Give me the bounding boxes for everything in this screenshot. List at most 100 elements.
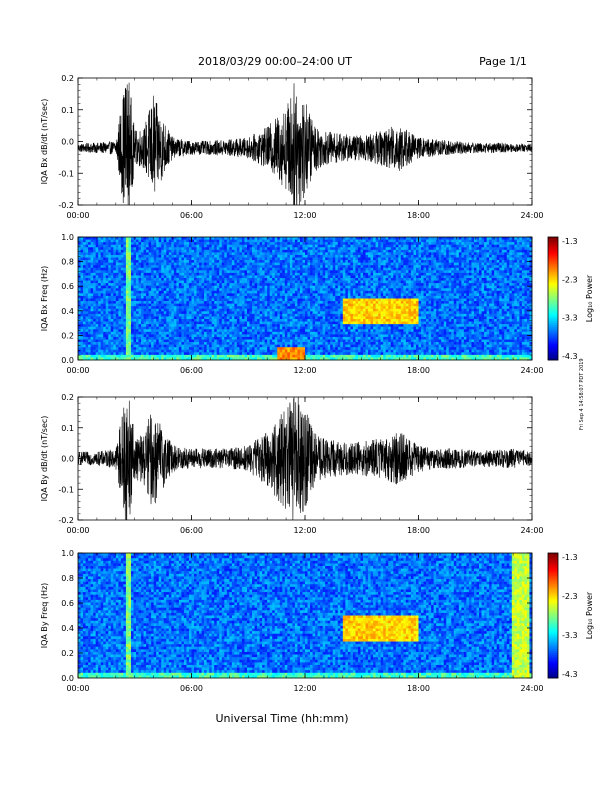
heatmap-cell [254, 237, 258, 240]
heatmap-cell [299, 265, 303, 269]
heatmap-cell [211, 260, 215, 263]
heatmap-cell [206, 357, 210, 361]
heatmap-cell [254, 352, 258, 356]
heatmap-cell [130, 316, 134, 320]
heatmap-cell [254, 262, 258, 266]
heatmap-cell [312, 270, 316, 274]
heatmap-cell [244, 242, 248, 245]
heatmap-cell [136, 331, 139, 335]
heatmap-cell [105, 342, 109, 345]
heatmap-cell [322, 244, 326, 248]
heatmap-cell [274, 290, 278, 294]
heatmap-cell [239, 257, 243, 261]
heatmap-cell [141, 242, 144, 245]
heatmap-cell [209, 342, 212, 345]
heatmap-cell [85, 298, 89, 302]
heatmap-cell [206, 295, 210, 299]
heatmap-cell [191, 293, 195, 297]
heatmap-cell [188, 270, 192, 274]
heatmap-cell [264, 326, 268, 330]
heatmap-cell [224, 242, 228, 245]
heatmap-cell [95, 252, 99, 256]
heatmap-cell [110, 249, 114, 253]
heatmap-cell [100, 239, 104, 243]
heatmap-cell [315, 301, 318, 304]
heatmap-cell [166, 254, 170, 258]
heatmap-cell [209, 306, 212, 310]
heatmap-cell [151, 334, 154, 338]
heatmap-cell [282, 344, 286, 348]
heatmap-cell [125, 303, 129, 307]
heatmap-cell [287, 257, 291, 261]
heatmap-cell [161, 342, 165, 345]
heatmap-cell [108, 272, 112, 276]
heatmap-cell [246, 267, 250, 271]
heatmap-cell [206, 260, 210, 263]
heatmap-cell [188, 267, 192, 271]
heatmap-cell [224, 247, 228, 251]
heatmap-cell [173, 252, 177, 256]
heatmap-cell [115, 326, 119, 330]
heatmap-cell [168, 293, 172, 297]
heatmap-cell [229, 321, 233, 325]
heatmap-cell [141, 303, 144, 307]
heatmap-cell [315, 298, 318, 302]
heatmap-cell [302, 272, 306, 276]
heatmap-cell [105, 247, 109, 251]
heatmap-cell [312, 275, 316, 279]
heatmap-cell [141, 342, 144, 345]
heatmap-cell [199, 342, 202, 345]
heatmap-cell [120, 331, 124, 335]
heatmap-cell [136, 252, 139, 256]
heatmap-cell [125, 272, 129, 276]
heatmap-cell [113, 247, 117, 251]
heatmap-cell [249, 242, 253, 245]
heatmap-cell [141, 298, 144, 302]
heatmap-cell [199, 283, 202, 286]
heatmap-cell [191, 347, 195, 351]
heatmap-cell [209, 285, 212, 289]
heatmap-cell [166, 301, 170, 304]
heatmap-cell [176, 336, 180, 340]
heatmap-cell [173, 326, 177, 330]
heatmap-cell [310, 249, 313, 253]
heatmap-cell [269, 352, 273, 356]
heatmap-cell [146, 283, 149, 286]
heatmap-cell [299, 285, 303, 289]
heatmap-cell [188, 252, 192, 256]
heatmap-cell [166, 285, 170, 289]
heatmap-cell [186, 339, 190, 343]
heatmap-cell [118, 308, 122, 312]
heatmap-cell [236, 357, 240, 361]
heatmap-cell [224, 249, 228, 253]
heatmap-cell [246, 306, 250, 310]
heatmap-cell [95, 298, 99, 302]
heatmap-cell [282, 311, 286, 315]
heatmap-cell [176, 301, 180, 304]
heatmap-cell [125, 237, 129, 240]
heatmap-cell [325, 316, 328, 320]
heatmap-cell [136, 344, 139, 348]
heatmap-cell [289, 316, 293, 320]
heatmap-cell [310, 254, 313, 258]
heatmap-cell [158, 321, 162, 325]
heatmap-cell [128, 283, 132, 286]
heatmap-cell [93, 290, 96, 294]
heatmap-cell [113, 249, 117, 253]
heatmap-cell [128, 336, 132, 340]
heatmap-cell [201, 321, 205, 325]
heatmap-cell [297, 252, 301, 256]
heatmap-cell [221, 285, 225, 289]
heatmap-cell [123, 249, 127, 253]
heatmap-cell [277, 244, 281, 248]
heatmap-cell [241, 270, 245, 274]
heatmap-cell [254, 267, 258, 271]
heatmap-cell [226, 306, 230, 310]
heatmap-cell [186, 342, 190, 345]
heatmap-cell [307, 316, 311, 320]
heatmap-cell [287, 352, 291, 356]
heatmap-cell [176, 242, 180, 245]
heatmap-cell [204, 342, 207, 345]
heatmap-cell [322, 336, 326, 340]
heatmap-cell [254, 285, 258, 289]
